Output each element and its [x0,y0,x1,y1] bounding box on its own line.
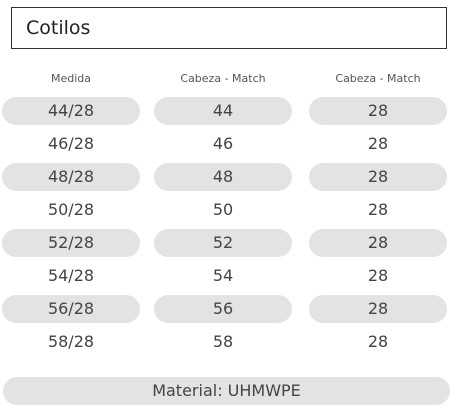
table-cell: 46 [212,134,234,153]
table-cell: 28 [367,332,389,351]
table-cell: 28 [367,266,389,285]
table-cell: 28 [309,97,447,125]
table-cell: 44/28 [2,97,140,125]
table-cell: 28 [367,134,389,153]
table-cell: 54/28 [47,266,95,285]
table-cell: 28 [367,200,389,219]
table-cell: 46/28 [47,134,95,153]
table-cell: 56/28 [2,295,140,323]
title: Cotilos [26,17,91,39]
table-cell: 56 [154,295,292,323]
material-footer: Material: UHMWPE [3,377,450,405]
table-cell: 28 [309,163,447,191]
table-cell: 50/28 [47,200,95,219]
table-cell: 28 [309,295,447,323]
table-cell: 48/28 [2,163,140,191]
table-cell: 50 [212,200,234,219]
table-cell: 58 [212,332,234,351]
table-cell: 44 [154,97,292,125]
table-cell: 52 [154,229,292,257]
table-cell: 58/28 [47,332,95,351]
column-header: Cabeza - Match [335,72,421,85]
table-cell: 54 [212,266,234,285]
table-cell: 28 [309,229,447,257]
table-cell: 48 [154,163,292,191]
title-box: Cotilos [11,7,447,49]
column-header: Cabeza - Match [180,72,266,85]
table-cell: 52/28 [2,229,140,257]
column-header: Medida [50,72,92,85]
